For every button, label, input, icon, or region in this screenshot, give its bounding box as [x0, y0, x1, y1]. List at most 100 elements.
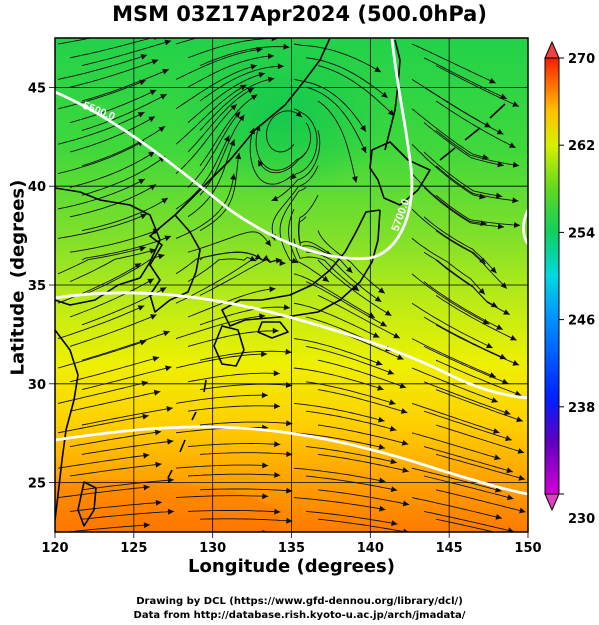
streamline-arrowhead [322, 275, 329, 282]
streamline-arrowhead [495, 192, 503, 199]
streamline-arrowhead [267, 53, 274, 60]
streamline [423, 281, 504, 331]
colorbar-tick-label: 238 [568, 401, 595, 416]
streamline-arrowhead [495, 514, 502, 520]
streamline [435, 259, 511, 316]
streamline-arrowhead [486, 342, 493, 349]
streamline-arrowhead [389, 399, 396, 406]
streamline-arrowhead [503, 309, 510, 315]
streamline-arrowhead [401, 439, 409, 446]
streamline-arrowhead [143, 484, 150, 491]
streamline-arrowhead [262, 493, 269, 500]
streamline-arrowhead [260, 24, 266, 30]
streamline [288, 208, 330, 283]
streamline [317, 65, 395, 117]
streamline-arrowhead [151, 59, 159, 65]
streamline [317, 489, 410, 506]
streamline-arrowhead [148, 116, 155, 123]
streamline-arrowhead [153, 389, 161, 396]
streamline-arrowhead [380, 320, 387, 327]
streamline-arrowhead [500, 282, 507, 289]
streamline [435, 230, 508, 289]
streamline-arrowhead [279, 260, 286, 267]
streamline-arrowhead [247, 88, 254, 94]
streamline-arrowhead [378, 287, 385, 294]
streamline-arrowhead [138, 178, 145, 185]
streamline-arrowhead [161, 198, 168, 204]
streamline-arrowhead [396, 354, 404, 360]
streamline-arrowhead [489, 77, 496, 84]
streamline-arrowhead [399, 382, 407, 389]
streamline-arrowhead [142, 24, 149, 30]
streamline [266, 110, 303, 153]
streamline [69, 431, 162, 448]
streamline [57, 340, 147, 369]
streamline [255, 124, 307, 171]
streamline-arrowhead [147, 278, 154, 285]
streamline-arrowhead [393, 332, 400, 339]
streamline [293, 43, 382, 73]
streamline [423, 381, 511, 415]
streamline [293, 302, 380, 338]
streamline-arrowhead [158, 126, 166, 133]
streamline-arrowhead [160, 94, 167, 100]
streamline [57, 38, 93, 45]
streamline-arrowhead [384, 310, 392, 316]
streamline-arrowhead [140, 213, 147, 220]
streamline-arrowhead [490, 266, 497, 274]
streamline-arrowhead [223, 135, 230, 143]
streamline [199, 259, 283, 296]
streamline [317, 230, 386, 294]
credit-data: Data from http://database.rish.kyoto-u.a… [133, 610, 466, 621]
streamline-arrowhead [271, 38, 278, 42]
streamline-arrowhead [269, 286, 276, 293]
streamline [435, 165, 519, 202]
streamline-arrowhead [491, 397, 498, 403]
streamline-arrowhead [286, 487, 293, 494]
streamline [57, 486, 150, 499]
colorbar-ticks: 270 262 254 246 238 230 [559, 52, 595, 527]
streamline [187, 372, 280, 383]
streamline-arrowhead [256, 46, 263, 53]
streamline [435, 453, 526, 480]
x-tick-label: 125 [120, 541, 147, 556]
streamline-arrowhead [507, 494, 514, 501]
streamline [293, 238, 360, 292]
streamline [175, 495, 269, 499]
streamline [187, 55, 275, 88]
streamline-arrowhead [137, 112, 145, 118]
streamline [317, 453, 409, 472]
streamline [199, 46, 290, 67]
streamline [187, 111, 241, 188]
streamline [423, 345, 509, 385]
streamline [175, 353, 268, 369]
streamline-arrowhead [346, 266, 353, 273]
streamline-arrowhead [514, 390, 522, 397]
streamline-arrowhead [510, 335, 517, 341]
streamline-arrowhead [166, 406, 173, 412]
streamline [69, 501, 162, 512]
streamline [305, 281, 388, 327]
streamline-arrowhead [274, 472, 281, 478]
streamline-arrowhead [274, 441, 281, 448]
streamline [199, 78, 275, 131]
streamline [305, 410, 397, 431]
streamline-arrowhead [164, 39, 171, 46]
streamline [423, 216, 497, 274]
streamline [293, 78, 367, 132]
streamline-arrowhead [403, 528, 409, 532]
streamline [187, 443, 281, 448]
streamline [199, 350, 292, 361]
streamline [411, 302, 493, 349]
streamline [175, 135, 230, 210]
streamline [305, 446, 397, 464]
x-tick-label: 130 [199, 541, 226, 556]
streamline-arrowhead [258, 72, 266, 78]
streamline-arrowhead [137, 305, 145, 311]
streamline-arrowhead [139, 79, 146, 86]
streamline [175, 103, 238, 174]
plot-frame [54, 37, 529, 533]
streamline-arrowhead [272, 327, 279, 334]
streamline-arrowhead [516, 416, 523, 423]
